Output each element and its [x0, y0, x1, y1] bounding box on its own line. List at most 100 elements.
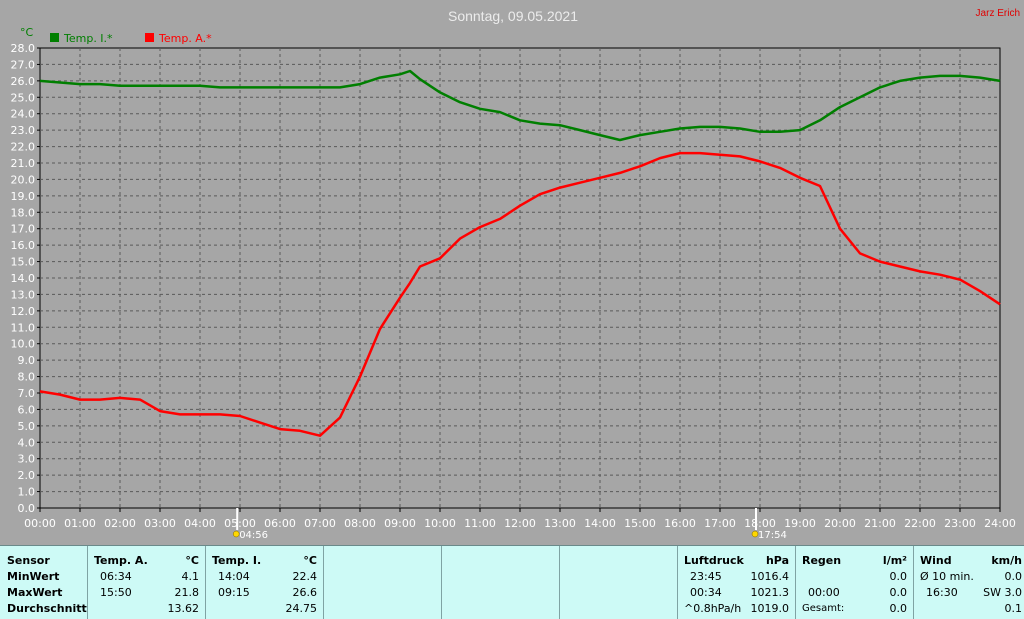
- empty-column-2: [442, 546, 560, 619]
- luftdruck-max-time: 00:34: [690, 586, 722, 599]
- empty-column-3: [560, 546, 678, 619]
- author-label: Jarz Erich: [976, 8, 1020, 19]
- temp-i-column: Temp. I. °C 14:04 22.4 09:15 26.6 24.75: [206, 546, 324, 619]
- temp-i-max: 26.6: [292, 586, 318, 599]
- x-tick-label: 12:00: [504, 517, 536, 530]
- maxwert-label: MaxWert: [7, 586, 63, 599]
- y-tick-label: 10.0: [11, 338, 36, 351]
- x-tick-label: 17:00: [704, 517, 736, 530]
- temp-i-max-time: 09:15: [218, 586, 250, 599]
- temp-a-unit: °C: [185, 554, 199, 567]
- sun-marker-label: 17:54: [758, 530, 787, 541]
- temp-a-min-time: 06:34: [100, 570, 132, 583]
- x-axis: 00:00 01:00 02:00 03:00 04:00 05:00 06:00 07:00…: [24, 508, 1016, 530]
- luftdruck-unit: hPa: [765, 554, 789, 567]
- legend-swatch: [145, 33, 154, 42]
- temp-a-header: Temp. A.: [94, 554, 148, 567]
- regen-total: 0.0: [889, 602, 908, 615]
- wind-avg: 0.0: [1004, 570, 1023, 583]
- temp-a-max: 21.8: [174, 586, 200, 599]
- regen-column: Regen l/m² 0.0 00:00 0.0 Gesamt: 0.0: [796, 546, 914, 619]
- luftdruck-header: Luftdruck: [684, 554, 744, 567]
- x-tick-label: 20:00: [824, 517, 856, 530]
- x-tick-label: 04:00: [184, 517, 216, 530]
- y-tick-label: 27.0: [11, 58, 36, 71]
- y-tick-label: 7.0: [18, 387, 36, 400]
- x-tick-label: 08:00: [344, 517, 376, 530]
- grid-lines: [40, 48, 1000, 508]
- wind-column: Wind km/h Ø 10 min. 0.0 16:30 SW 3.0 0.1: [914, 546, 1024, 619]
- x-tick-label: 02:00: [104, 517, 136, 530]
- regen-unit: l/m²: [882, 554, 907, 567]
- x-tick-label: 14:00: [584, 517, 616, 530]
- sunrise-icon: [232, 530, 240, 538]
- luftdruck-max: 1021.3: [750, 586, 790, 599]
- durchschnitt-label: Durchschnitt: [7, 602, 87, 615]
- luftdruck-min: 1016.4: [750, 570, 790, 583]
- y-tick-label: 2.0: [18, 469, 36, 482]
- y-tick-label: 16.0: [11, 239, 36, 252]
- legend: Temp. I.* Temp. A.*: [50, 32, 212, 45]
- y-tick-label: 14.0: [11, 272, 36, 285]
- x-tick-label: 16:00: [664, 517, 696, 530]
- temp-a-column: Temp. A. °C 06:34 4.1 15:50 21.8 13.62: [88, 546, 206, 619]
- series-lines: [39, 69, 1001, 437]
- x-tick-label: 11:00: [464, 517, 496, 530]
- y-tick-label: 11.0: [11, 321, 36, 334]
- x-tick-label: 18:00: [744, 517, 776, 530]
- y-tick-label: 28.0: [11, 42, 36, 55]
- x-tick-label: 23:00: [944, 517, 976, 530]
- temp-a-min: 4.1: [181, 570, 200, 583]
- luftdruck-column: Luftdruck hPa 23:45 1016.4 00:34 1021.3 …: [678, 546, 796, 619]
- temp-i-min: 22.4: [292, 570, 318, 583]
- sensor-column: Sensor MinWert MaxWert Durchschnitt: [0, 546, 88, 619]
- y-tick-label: 4.0: [18, 436, 36, 449]
- x-tick-label: 00:00: [24, 517, 56, 530]
- series-line-temp-a: [39, 151, 1001, 437]
- x-tick-label: 06:00: [264, 517, 296, 530]
- wind-avg-label: Ø 10 min.: [920, 570, 974, 583]
- y-tick-label: 0.0: [18, 502, 36, 515]
- temp-a-avg: 13.62: [167, 602, 200, 615]
- sunset-icon: [751, 530, 759, 538]
- y-tick-label: 1.0: [18, 486, 36, 499]
- y-tick-label: 26.0: [11, 75, 36, 88]
- x-tick-label: 24:00: [984, 517, 1016, 530]
- luftdruck-min-time: 23:45: [690, 570, 722, 583]
- statistics-panel: Sensor MinWert MaxWert Durchschnitt Temp…: [0, 545, 1024, 619]
- regen-total-label: Gesamt:: [802, 603, 845, 614]
- y-tick-label: 25.0: [11, 91, 36, 104]
- y-tick-label: 12.0: [11, 305, 36, 318]
- y-tick-label: 21.0: [11, 157, 36, 170]
- y-tick-label: 17.0: [11, 223, 36, 236]
- sensor-header: Sensor: [7, 554, 50, 567]
- temp-i-unit: °C: [303, 554, 317, 567]
- temp-i-avg: 24.75: [285, 602, 318, 615]
- luftdruck-avg: 1019.0: [750, 602, 790, 615]
- y-tick-label: 23.0: [11, 124, 36, 137]
- x-tick-label: 10:00: [424, 517, 456, 530]
- y-tick-label: 3.0: [18, 453, 36, 466]
- wind-header: Wind: [920, 554, 952, 567]
- y-tick-label: 24.0: [11, 108, 36, 121]
- y-tick-label: 6.0: [18, 403, 36, 416]
- luftdruck-trend: ^0.8hPa/h: [684, 602, 742, 615]
- y-tick-label: 22.0: [11, 141, 36, 154]
- legend-label: Temp. A.*: [158, 32, 212, 45]
- wind-max-time: 16:30: [926, 586, 958, 599]
- minwert-label: MinWert: [7, 570, 60, 583]
- x-tick-label: 01:00: [64, 517, 96, 530]
- x-tick-label: 13:00: [544, 517, 576, 530]
- y-tick-label: 15.0: [11, 256, 36, 269]
- y-axis: 0.0 1.0 2.0 3.0 4.0 5.0 6.0 7.0 8.0 9.0 10.0 11.0 12…: [11, 42, 40, 515]
- x-tick-label: 05:00: [224, 517, 256, 530]
- sun-marker-label: 04:56: [239, 530, 268, 541]
- legend-swatch: [50, 33, 59, 42]
- chart-title: Sonntag, 09.05.2021: [448, 8, 578, 24]
- y-axis-unit: °C: [20, 26, 34, 39]
- y-tick-label: 8.0: [18, 371, 36, 384]
- temp-a-max-time: 15:50: [100, 586, 132, 599]
- wind-max: SW 3.0: [983, 586, 1022, 599]
- temp-i-min-time: 14:04: [218, 570, 250, 583]
- sun-markers: 04:56 17:54: [232, 508, 787, 541]
